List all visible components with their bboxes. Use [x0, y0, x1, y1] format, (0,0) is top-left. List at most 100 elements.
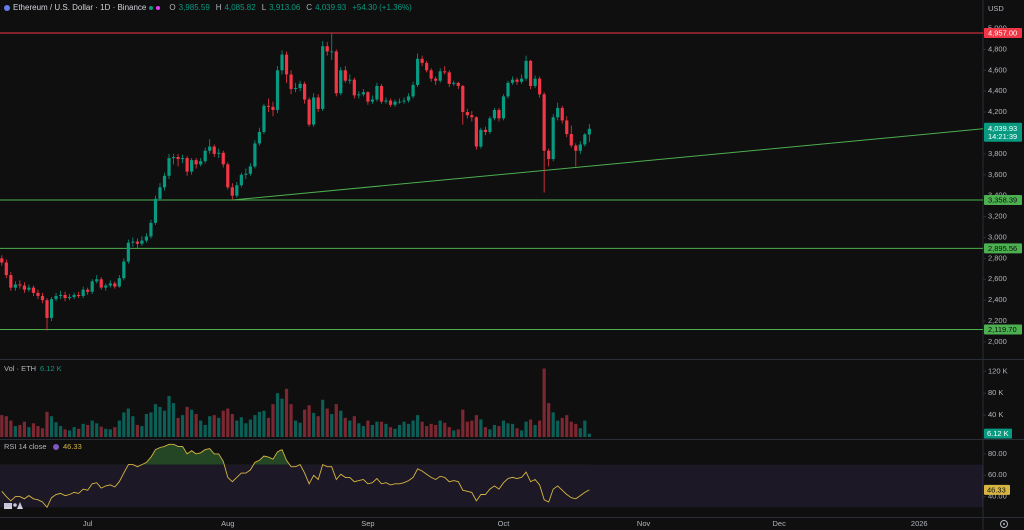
candle-body	[510, 79, 515, 83]
volume-bar	[167, 395, 171, 437]
volume-bar	[0, 415, 4, 437]
volume-bar	[366, 420, 370, 437]
candle-body	[27, 287, 31, 290]
level-label: 3,358.39	[988, 195, 1017, 204]
level-label-box	[984, 324, 1022, 335]
candle-body	[203, 150, 207, 162]
level-label: 2,895.56	[988, 244, 1017, 253]
indicator-icon	[53, 444, 59, 450]
volume-bar	[54, 422, 58, 437]
volume-bar	[519, 430, 524, 437]
y-tick-label: 3,200	[988, 212, 1007, 221]
candle-body	[497, 109, 501, 119]
candle-body	[58, 294, 63, 296]
volume-bar	[40, 428, 45, 437]
volume-bar	[565, 415, 569, 437]
candle-body	[461, 85, 465, 113]
candle-body	[176, 157, 180, 160]
candle-body	[22, 285, 27, 290]
symbol-name[interactable]: Ethereum / U.S. Dollar · 1D · Binance	[13, 3, 147, 12]
volume-bar	[443, 422, 447, 437]
y-tick-label: 3,000	[988, 232, 1007, 241]
volume-value-box	[984, 428, 1012, 439]
candle-body	[49, 299, 54, 318]
volume-legend-value: 6.12 K	[40, 364, 62, 373]
candle-body	[551, 117, 555, 160]
candle-body	[135, 241, 139, 244]
volume-bar	[307, 405, 311, 437]
y-tick-label: 4,800	[988, 44, 1007, 53]
y-tick-label: 80.00	[988, 449, 1007, 458]
y-tick-label: 120 K	[988, 366, 1008, 375]
candle-body	[361, 92, 365, 95]
candle-body	[587, 128, 591, 135]
candle-body	[501, 96, 506, 119]
candle-body	[275, 70, 280, 110]
candle-body	[284, 54, 289, 75]
candle-body	[77, 294, 81, 296]
currency-label[interactable]: USD	[988, 4, 1004, 13]
volume-bar	[361, 426, 365, 437]
candle-body	[334, 51, 338, 94]
volume-bar	[230, 414, 234, 437]
y-tick-label: 60.00	[988, 470, 1007, 479]
y-tick-label: 5,000	[988, 23, 1007, 32]
y-tick-label: 4,600	[988, 65, 1007, 74]
volume-bar	[420, 421, 424, 437]
volume-bar	[528, 419, 533, 437]
x-tick-label: Nov	[637, 519, 651, 528]
volume-bar	[95, 423, 99, 437]
pane-title: RSI 14 close	[4, 442, 47, 451]
volume-bar	[90, 420, 94, 437]
price-change: +54.30 (+1.36%)	[352, 3, 412, 12]
volume-bar	[456, 429, 460, 437]
candle-body	[533, 78, 537, 86]
volume-bar	[515, 428, 519, 437]
volume-bar	[9, 420, 13, 437]
candle-body	[180, 158, 185, 160]
candle-body	[524, 60, 528, 79]
volume-bar	[293, 420, 298, 437]
candle-body	[104, 285, 108, 288]
y-tick-label: 40 K	[988, 410, 1003, 419]
volume-bar	[122, 412, 126, 437]
candle-body	[13, 284, 17, 288]
candle-body	[4, 262, 8, 276]
volume-bar	[388, 427, 393, 437]
candle-body	[425, 62, 429, 71]
volume-bar	[208, 416, 212, 437]
pane-title: Vol · ETH	[4, 364, 36, 373]
volume-bar	[135, 424, 139, 437]
volume-bar	[280, 398, 284, 437]
candle-body	[262, 105, 266, 132]
volume-bar	[370, 424, 375, 437]
volume-bar	[244, 423, 248, 437]
candle-body	[492, 109, 497, 119]
candle-body	[72, 294, 76, 298]
candle-body	[171, 157, 176, 159]
volume-bar	[406, 423, 411, 437]
candle-body	[86, 289, 90, 292]
volume-bar	[171, 403, 176, 437]
volume-bar	[77, 428, 81, 437]
ohlc-value: 3,913.06	[269, 3, 301, 12]
candle-body	[393, 101, 397, 105]
y-tick-label: 3,800	[988, 149, 1007, 158]
volume-bar	[212, 415, 216, 437]
candle-body	[352, 79, 356, 96]
status-dot	[149, 5, 154, 10]
x-tick-label: Jul	[83, 519, 93, 528]
volume-bar	[117, 420, 121, 437]
candle-body	[565, 120, 569, 135]
candle-body	[40, 295, 45, 301]
volume-bar	[321, 399, 325, 437]
volume-bar	[384, 423, 388, 437]
last-price-label: 4,039.93	[988, 124, 1017, 133]
candle-body	[244, 173, 248, 175]
volume-bar	[271, 404, 275, 437]
volume-bar	[343, 417, 347, 437]
settings-icon[interactable]	[1000, 520, 1008, 528]
ohlc-key: L	[261, 3, 267, 12]
volume-bar	[298, 422, 302, 437]
candle-body	[158, 187, 162, 199]
